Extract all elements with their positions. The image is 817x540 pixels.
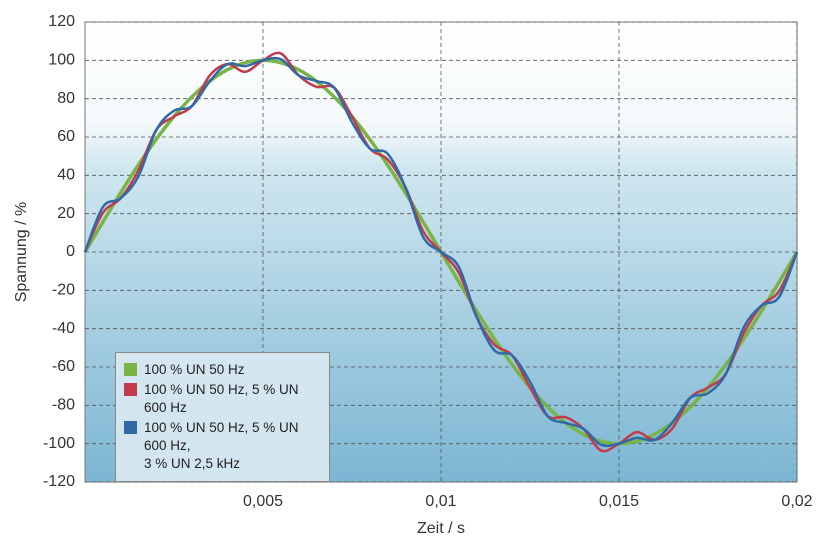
y-tick-label: 40 bbox=[57, 167, 75, 184]
x-tick-label: 0,005 bbox=[243, 493, 283, 510]
y-tick-label: 80 bbox=[57, 90, 75, 107]
legend-label: 100 % UN 50 Hz, 5 % UN 600 Hz, 3 % UN 2,… bbox=[144, 420, 299, 471]
legend-swatch bbox=[124, 421, 137, 434]
legend-label: 100 % UN 50 Hz bbox=[144, 362, 245, 377]
x-axis-label: Zeit / s bbox=[417, 520, 465, 537]
y-tick-label: 60 bbox=[57, 128, 75, 145]
y-tick-label: -120 bbox=[43, 473, 75, 490]
y-tick-label: -20 bbox=[52, 282, 75, 299]
y-tick-label: 20 bbox=[57, 205, 75, 222]
legend-item: 100 % UN 50 Hz bbox=[124, 361, 321, 379]
y-axis-label: Spannung / % bbox=[13, 202, 30, 303]
y-tick-label: -60 bbox=[52, 358, 75, 375]
y-tick-label: -80 bbox=[52, 397, 75, 414]
y-tick-label: -100 bbox=[43, 435, 75, 452]
x-tick-label: 0,015 bbox=[599, 493, 639, 510]
series-line bbox=[83, 56, 799, 448]
legend: 100 % UN 50 Hz 100 % UN 50 Hz, 5 % UN 600… bbox=[115, 352, 330, 482]
y-tick-label: 120 bbox=[48, 13, 75, 30]
legend-item: 100 % UN 50 Hz, 5 % UN 600 Hz, 3 % UN 2,… bbox=[124, 419, 321, 473]
y-tick-label: 0 bbox=[66, 243, 75, 260]
legend-swatch bbox=[124, 383, 137, 396]
x-tick-label: 0,02 bbox=[781, 493, 812, 510]
legend-label: 100 % UN 50 Hz, 5 % UN 600 Hz bbox=[144, 382, 299, 415]
y-tick-label: -40 bbox=[52, 320, 75, 337]
legend-item: 100 % UN 50 Hz, 5 % UN 600 Hz bbox=[124, 381, 321, 417]
legend-swatch bbox=[124, 363, 137, 376]
y-tick-label: 100 bbox=[48, 52, 75, 69]
x-tick-label: 0,01 bbox=[425, 493, 456, 510]
